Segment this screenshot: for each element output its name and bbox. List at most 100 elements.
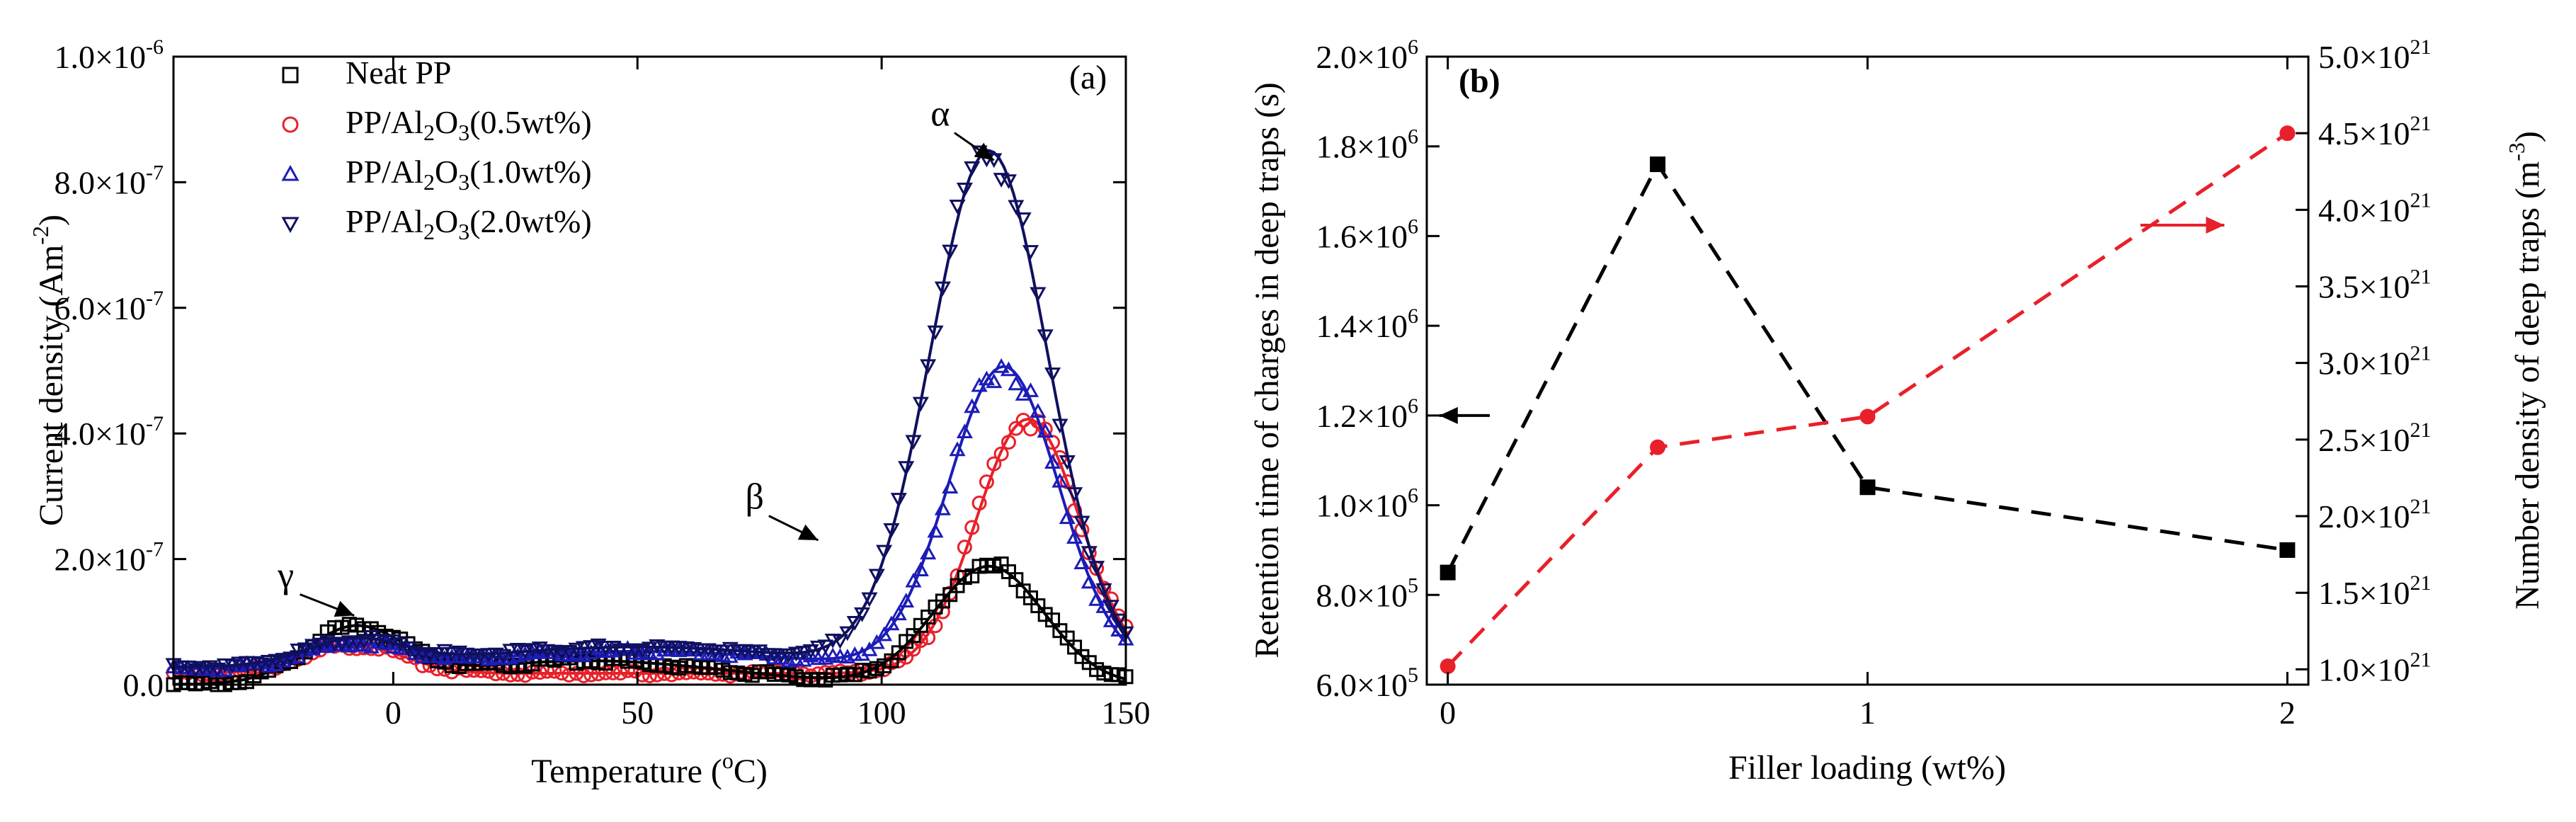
data-point — [1037, 329, 1054, 345]
data-point — [1440, 564, 1456, 581]
data-point — [1066, 529, 1083, 544]
x-tick-label: 1 — [1859, 695, 1876, 731]
data-point — [890, 605, 907, 621]
legend-label: Neat PP — [346, 55, 452, 91]
data-point — [787, 646, 804, 662]
data-point — [927, 325, 944, 341]
data-point — [187, 663, 204, 678]
y-left-tick-label: 2.0×106 — [1316, 35, 1418, 75]
data-point — [920, 544, 937, 560]
legend-label: PP/Al2O3(0.5wt%) — [346, 104, 592, 145]
data-point — [868, 634, 885, 649]
y-left-tick-label: 8.0×105 — [1316, 573, 1418, 613]
data-point — [428, 649, 446, 663]
data-point — [956, 182, 973, 198]
panel-a-ticks: 0 50 100 150 0.0 2.0×10-7 4.0×10-7 6.0×10-7 8.0×… — [55, 35, 1151, 731]
x-tick-label: 50 — [621, 695, 654, 731]
data-point — [714, 644, 731, 660]
y-left-tick-label: 6.0×105 — [1316, 663, 1418, 703]
legend-marker — [281, 164, 300, 181]
series-line — [1446, 161, 2288, 573]
y-right-tick-label: 4.5×1021 — [2318, 112, 2431, 152]
data-point — [209, 662, 226, 678]
data-point — [949, 199, 966, 215]
data-point — [964, 398, 981, 413]
y-right-tick-label: 1.5×1021 — [2318, 571, 2431, 611]
legend-label: PP/Al2O3(1.0wt%) — [346, 154, 592, 195]
data-point — [986, 153, 1003, 169]
y-tick-label: 0.0 — [123, 667, 164, 703]
annotation-arrow-head — [974, 142, 994, 161]
x-tick-label: 100 — [857, 695, 906, 731]
data-point — [964, 520, 980, 535]
data-point — [1650, 156, 1666, 173]
annotation-arrow-head — [334, 600, 355, 617]
y-tick-label: 8.0×10-7 — [55, 161, 164, 200]
data-point — [1008, 375, 1025, 391]
data-point — [553, 646, 570, 661]
data-point — [297, 642, 314, 658]
y-tick-label: 6.0×10-7 — [55, 287, 164, 326]
data-point — [743, 644, 760, 660]
data-point — [443, 646, 460, 662]
data-point — [1044, 454, 1061, 469]
data-point — [942, 244, 959, 260]
data-point — [1066, 487, 1083, 502]
data-point — [495, 649, 512, 664]
data-point — [802, 647, 819, 663]
series-3 — [165, 145, 1134, 678]
data-point — [487, 649, 504, 664]
panel-a-marks — [165, 145, 1134, 692]
data-point — [428, 647, 446, 662]
data-point — [312, 637, 329, 653]
series-line — [1446, 132, 2289, 668]
data-point — [707, 645, 724, 661]
y-right-tick-label: 3.5×1021 — [2318, 266, 2431, 305]
data-point — [384, 639, 401, 653]
data-point — [450, 648, 468, 663]
data-point — [986, 456, 1002, 472]
panel-b: 0 1 2 6.0×105 8.0×105 1.0×106 1.2×106 1.4×106 1.… — [1248, 35, 2546, 787]
data-point — [231, 656, 248, 672]
data-point — [927, 523, 944, 538]
data-point — [348, 635, 365, 651]
data-point — [1008, 200, 1025, 215]
data-point — [568, 645, 585, 661]
data-point — [956, 423, 973, 439]
data-point — [868, 569, 885, 584]
data-point — [1008, 421, 1024, 436]
data-point — [290, 643, 307, 658]
legend-marker — [281, 217, 300, 234]
data-point — [1073, 554, 1090, 570]
data-point — [1081, 546, 1098, 561]
data-point — [472, 649, 490, 664]
data-point — [1859, 409, 1876, 425]
axis-pointer-head — [1439, 406, 1458, 424]
data-point — [1030, 287, 1047, 302]
panel-a-y-axis-title: Current density (Am-2) — [28, 215, 70, 526]
y-left-tick-label: 1.8×106 — [1316, 125, 1418, 165]
data-point — [399, 641, 416, 656]
series-2 — [165, 358, 1134, 678]
data-point — [831, 648, 849, 663]
annotation-label: β — [746, 477, 764, 518]
data-point — [1037, 421, 1053, 437]
data-point — [883, 523, 900, 538]
panel-b-label: (b) — [1459, 62, 1500, 100]
data-point — [898, 461, 915, 476]
x-tick-label: 150 — [1102, 695, 1151, 731]
data-point — [993, 446, 1009, 462]
data-point — [1052, 472, 1068, 488]
data-point — [260, 655, 278, 670]
data-point — [978, 370, 995, 386]
data-point — [1073, 515, 1090, 531]
data-point — [787, 651, 804, 666]
data-point — [392, 637, 409, 652]
data-point — [802, 644, 819, 659]
data-point — [876, 544, 893, 560]
data-point — [846, 616, 863, 631]
series-0 — [1440, 156, 2296, 581]
panel-b-frame — [1425, 55, 2310, 686]
data-point — [334, 637, 351, 652]
